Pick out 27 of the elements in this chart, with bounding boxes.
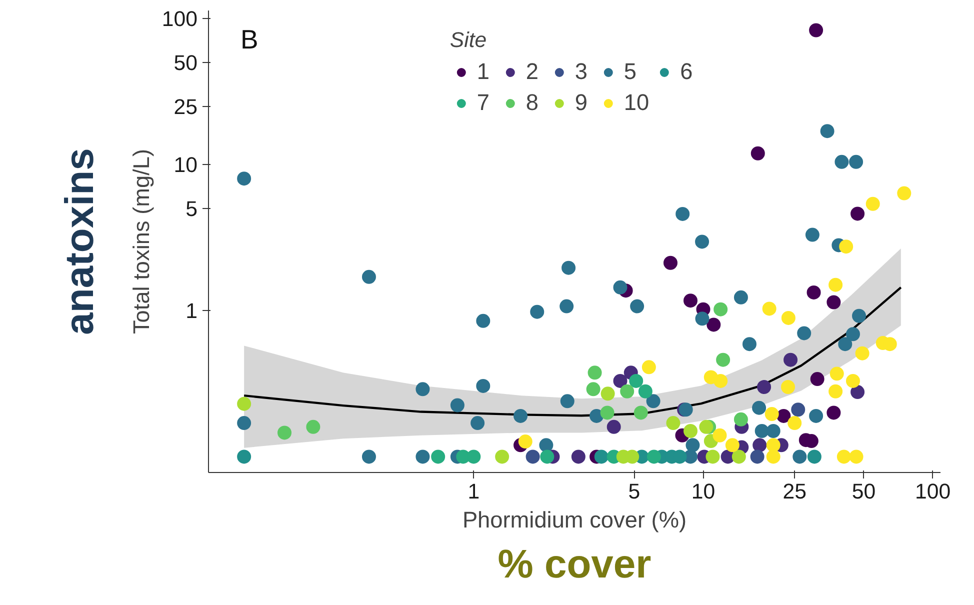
y-tick-label: 1 xyxy=(186,299,198,324)
legend-label: 3 xyxy=(574,58,588,85)
x-tick-label: 25 xyxy=(782,480,806,504)
x-axis-title: Phormidium cover (%) xyxy=(462,506,687,532)
y-axis-title: Total toxins (mg/L) xyxy=(128,148,154,334)
y-tick-label: 5 xyxy=(186,196,198,221)
legend-label: 1 xyxy=(476,58,490,85)
legend-title: Site xyxy=(450,28,488,53)
text: anatoxins xyxy=(58,148,102,335)
legend-label: 5 xyxy=(624,58,638,85)
x-tick-label: 100 xyxy=(915,480,951,504)
legend-label: 6 xyxy=(680,58,694,85)
legend-label: 7 xyxy=(476,89,490,116)
annotation: B xyxy=(240,24,258,54)
y-tick-label: 100 xyxy=(162,6,198,31)
x-tick-label: 50 xyxy=(852,480,876,504)
text: % cover xyxy=(498,542,652,586)
x-tick-label: 1 xyxy=(468,480,480,504)
legend-label: 9 xyxy=(574,89,588,116)
legend-label: 10 xyxy=(624,89,650,116)
x-tick-label: 5 xyxy=(628,480,640,504)
y-tick-label: 10 xyxy=(174,152,198,177)
legend-label: 2 xyxy=(526,58,540,85)
y-tick-label: 25 xyxy=(174,94,198,119)
y-tick-label: 50 xyxy=(174,50,198,75)
x-tick-label: 10 xyxy=(691,480,716,504)
legend-label: 8 xyxy=(526,89,540,116)
